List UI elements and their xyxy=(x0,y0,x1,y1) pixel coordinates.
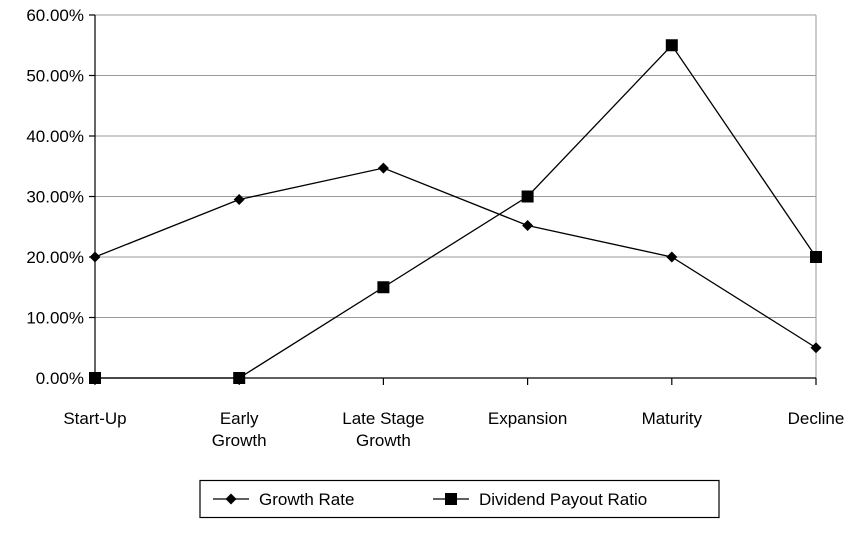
y-tick-labels: 0.00% 10.00% 20.00% 30.00% 40.00% 50.00% 60.00… xyxy=(26,6,84,388)
x-tick-label: Late Stage Growth xyxy=(342,409,424,450)
series-dividend-payout-ratio xyxy=(89,39,822,384)
legend-label: Dividend Payout Ratio xyxy=(479,490,647,509)
growth-rate-line xyxy=(94,167,817,349)
y-tick-label: 50.00% xyxy=(26,67,84,86)
legend-marker xyxy=(225,493,237,505)
legend: Growth Rate Dividend Payout Ratio xyxy=(199,479,720,519)
dividend-payout-ratio-point xyxy=(377,281,390,294)
x-tick-label: Expansion xyxy=(488,409,567,428)
growth-rate-point xyxy=(666,251,678,263)
dividend-payout-ratio-point xyxy=(89,372,101,384)
growth-rate-point xyxy=(377,162,389,174)
series-layer xyxy=(89,39,822,384)
y-tick-label: 20.00% xyxy=(26,248,84,267)
legend-entry-growth-rate: Growth Rate xyxy=(213,490,354,509)
y-tick-label: 60.00% xyxy=(26,6,84,25)
y-tick-label: 30.00% xyxy=(26,188,84,207)
x-tick-label: Maturity xyxy=(642,409,703,428)
x-tick-label: Early Growth xyxy=(212,409,267,450)
x-tick-labels: Start-Up Early Growth Late Stage Growth Expan… xyxy=(63,409,844,450)
dividend-payout-ratio-point xyxy=(810,251,822,263)
growth-rate-point xyxy=(233,194,245,206)
legend-marker xyxy=(445,493,457,505)
x-tick-label: Decline xyxy=(788,409,845,428)
x-tick-label: Start-Up xyxy=(63,409,126,428)
legend-entry-dividend-payout-ratio: Dividend Payout Ratio xyxy=(433,490,647,509)
dividend-payout-ratio-point xyxy=(233,372,246,384)
dividend-payout-ratio-point xyxy=(665,39,678,52)
axes xyxy=(89,14,817,385)
y-tick-label: 10.00% xyxy=(26,309,84,328)
y-tick-label: 0.00% xyxy=(36,369,84,388)
growth-rate-point xyxy=(89,251,101,263)
series-growth-rate xyxy=(89,162,822,354)
dividend-payout-ratio-line xyxy=(95,44,817,379)
dividend-payout-ratio-point xyxy=(521,190,534,203)
legend-label: Growth Rate xyxy=(259,490,354,509)
growth-rate-point xyxy=(810,342,822,354)
y-tick-label: 40.00% xyxy=(26,127,84,146)
growth-rate-point xyxy=(522,220,534,232)
